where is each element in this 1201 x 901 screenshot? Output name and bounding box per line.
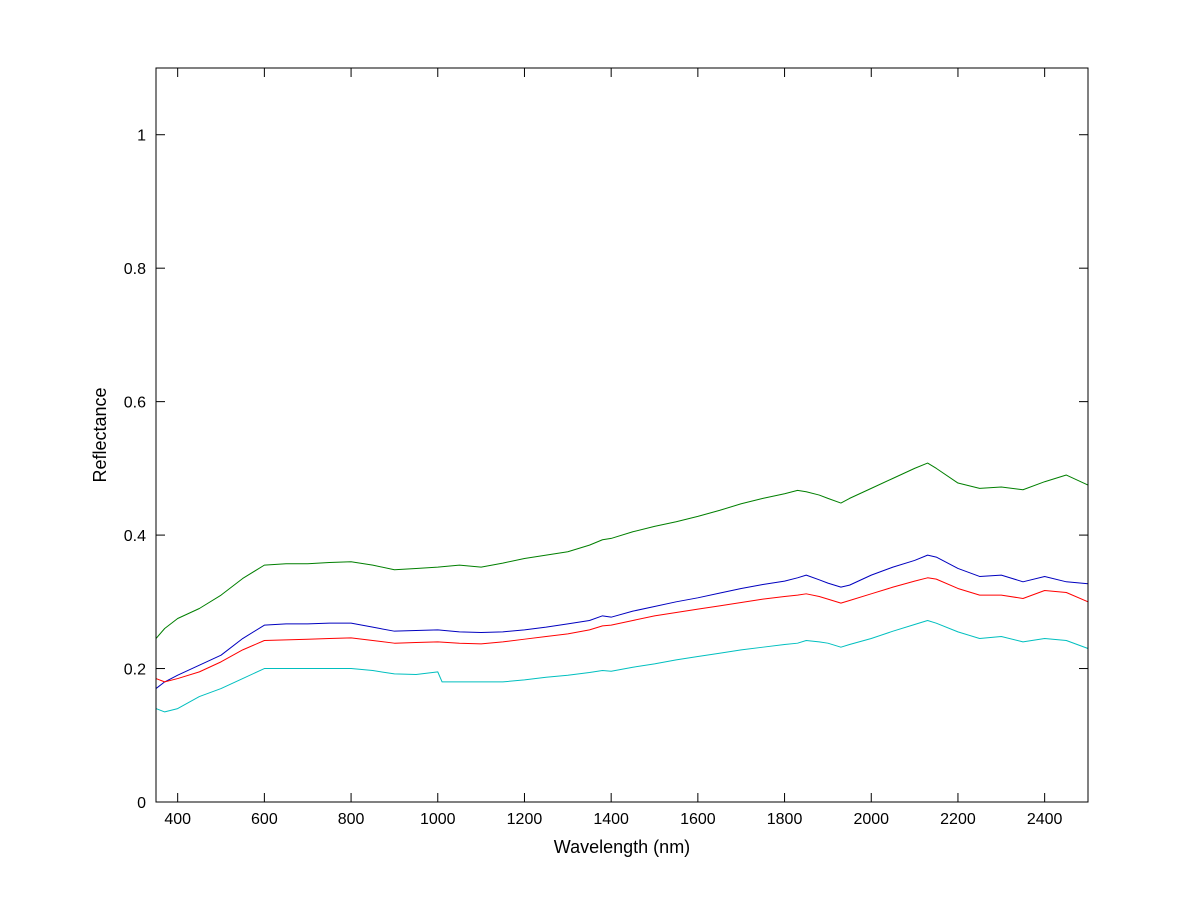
y-tick-label-0-4: 0.4 <box>124 528 146 545</box>
x-tick-label-1000: 1000 <box>420 811 456 828</box>
x-axis-label: Wavelength (nm) <box>554 837 690 857</box>
series-line-1 <box>155 462 1089 639</box>
x-tick-label-2400: 2400 <box>1027 811 1063 828</box>
x-tick-label-1800: 1800 <box>767 811 803 828</box>
x-tick-label-1400: 1400 <box>593 811 629 828</box>
x-tick-label-1200: 1200 <box>507 811 543 828</box>
series-layer <box>155 462 1089 713</box>
y-tick-label-1: 1 <box>137 128 146 145</box>
plot-frame <box>155 67 1089 803</box>
y-tick-label-0-2: 0.2 <box>124 662 146 679</box>
y-axis-label: Reflectance <box>90 387 110 482</box>
series-line-4 <box>155 620 1089 713</box>
tick-layer: 400 600 800 1000 1200 1400 1600 1800 2000 2200 240… <box>124 68 1088 828</box>
series-line-3 <box>155 577 1089 683</box>
x-tick-label-2000: 2000 <box>853 811 889 828</box>
x-tick-label-600: 600 <box>251 811 278 828</box>
x-tick-label-2200: 2200 <box>940 811 976 828</box>
y-tick-label-0: 0 <box>137 795 146 812</box>
y-tick-label-0-8: 0.8 <box>124 261 146 278</box>
x-tick-label-800: 800 <box>338 811 365 828</box>
y-tick-label-0-6: 0.6 <box>124 395 146 412</box>
x-tick-label-1600: 1600 <box>680 811 716 828</box>
x-tick-label-400: 400 <box>164 811 191 828</box>
series-line-2 <box>155 554 1089 689</box>
